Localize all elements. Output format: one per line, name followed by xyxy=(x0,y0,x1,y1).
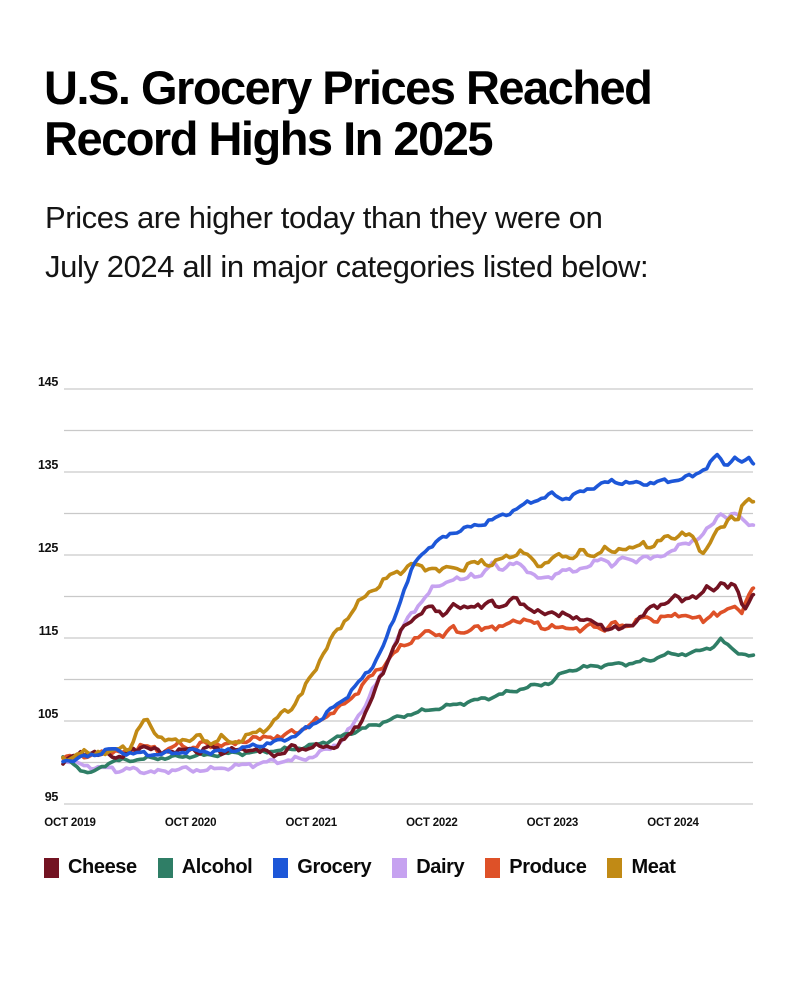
dairy-swatch-icon xyxy=(392,857,408,878)
legend-item-grocery: Grocery xyxy=(273,856,372,879)
legend-label-produce: Produce xyxy=(509,856,587,878)
alcohol-swatch-icon xyxy=(157,857,173,878)
y-axis-label: 105 xyxy=(38,707,58,721)
page-subtitle: Prices are higher today than they were o… xyxy=(45,193,765,291)
page-subtitle-line1: Prices are higher today than they were o… xyxy=(45,200,603,235)
legend-label-alcohol: Alcohol xyxy=(181,856,253,878)
y-axis-label: 135 xyxy=(38,458,58,472)
page-title: U.S. Grocery Prices Reached Record Highs… xyxy=(44,62,764,164)
x-axis-label: OCT 2023 xyxy=(527,817,578,829)
dairy-line xyxy=(61,511,756,776)
legend-item-cheese: Cheese xyxy=(44,856,137,879)
y-axis-label: 125 xyxy=(38,541,58,555)
legend-label-grocery: Grocery xyxy=(297,856,372,878)
legend-item-dairy: Dairy xyxy=(392,856,465,879)
produce-swatch-icon xyxy=(485,857,501,878)
legend-item-meat: Meat xyxy=(607,856,676,879)
meat-line xyxy=(61,497,756,763)
page-title-line2: Record Highs In 2025 xyxy=(44,112,494,165)
grocery-swatch-icon xyxy=(273,857,289,878)
cheese-swatch-icon xyxy=(44,857,59,878)
x-axis-label: OCT 2019 xyxy=(44,817,95,829)
grocery-line xyxy=(61,452,756,764)
y-axis-label: 145 xyxy=(38,375,58,389)
y-axis-label: 115 xyxy=(39,624,59,638)
y-axis-label: 95 xyxy=(45,790,59,804)
legend-label-dairy: Dairy xyxy=(416,856,465,878)
x-axis-label: OCT 2024 xyxy=(647,817,699,829)
page-title-line1: U.S. Grocery Prices Reached xyxy=(44,61,653,114)
produce-line xyxy=(61,586,756,760)
x-axis-label: OCT 2021 xyxy=(285,817,337,829)
cheese-line xyxy=(61,581,756,766)
legend-label-cheese: Cheese xyxy=(68,856,137,878)
chart-legend: Cheese Alcohol Grocery Dairy Produce Mea… xyxy=(44,856,676,879)
alcohol-line xyxy=(61,636,756,775)
legend-label-meat: Meat xyxy=(631,856,676,878)
page-subtitle-line2: July 2024 all in major categories listed… xyxy=(45,249,649,284)
legend-item-alcohol: Alcohol xyxy=(157,856,253,879)
x-axis-label: OCT 2020 xyxy=(165,817,216,829)
legend-item-produce: Produce xyxy=(485,856,587,879)
meat-swatch-icon xyxy=(607,857,623,878)
x-axis-label: OCT 2022 xyxy=(406,817,457,829)
